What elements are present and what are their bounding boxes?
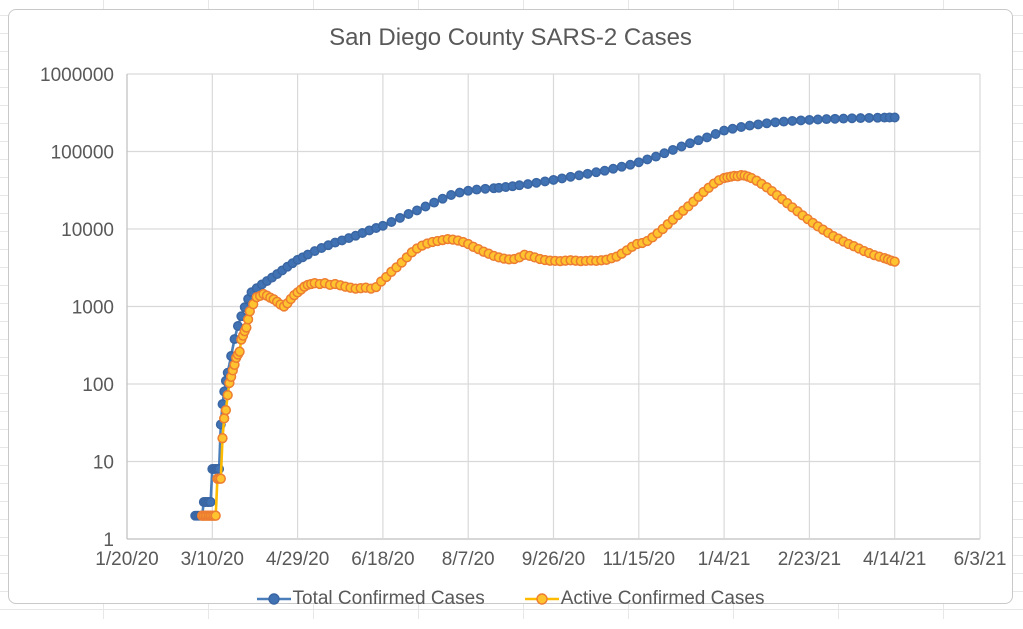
total-series-marker [514,180,525,191]
y-tick-label: 1 [103,530,114,551]
x-tick-label: 3/10/20 [181,549,244,570]
total-series-marker [753,119,764,130]
x-tick-label: 4/29/20 [266,549,329,570]
total-series-marker [702,132,712,143]
total-series-marker [761,118,772,129]
x-tick-label: 4/14/21 [863,549,926,570]
total-series-marker [642,154,653,165]
x-tick-label: 6/3/21 [954,549,1007,570]
legend: Total Confirmed Cases Active Confirmed C… [9,586,1012,612]
active-series-marker [217,433,228,444]
y-tick-label: 1000000 [40,65,114,86]
total-series-marker [625,159,636,170]
legend-item-active-confirmed: Active Confirmed Cases [524,588,765,610]
total-series-marker [454,187,465,198]
active-series-marker [210,510,221,521]
legend-label-active-confirmed: Active Confirmed Cases [560,588,765,609]
plot-area: 1 10 100 1000 10000 100000 1000000 1/20/20 3/10/… [40,65,1007,570]
total-series-marker [403,209,414,219]
legend-label-total-confirmed: Total Confirmed Cases [292,588,485,609]
active-series-marker [220,404,232,416]
total-series-marker [557,173,567,184]
active-series-line [202,173,896,517]
active-series-marker [889,256,900,267]
total-series-marker [437,193,448,204]
total-series-marker [633,157,644,168]
x-tick-label: 2/23/21 [778,549,841,570]
total-series-marker [855,113,866,124]
total-series-marker [685,138,695,149]
y-tick-label: 10000 [61,220,114,241]
total-series-marker [582,168,593,179]
total-series-marker [770,117,781,128]
y-tick-label: 100 [82,375,114,396]
x-tick-label: 1/20/20 [95,549,158,570]
total-series-marker [847,113,857,124]
total-series-marker [599,165,610,176]
total-series-legend-marker [256,593,291,605]
legend-item-total-confirmed: Total Confirmed Cases [256,588,485,610]
total-series-marker [830,113,840,124]
total-series-marker [787,115,798,126]
total-series-marker [804,114,815,125]
total-series-marker [395,212,405,223]
total-series-marker [693,135,704,146]
chart-card: San Diego County SARS-2 Cases 1 10 100 1000… [8,9,1013,609]
total-series-marker [386,217,397,227]
total-series-marker [420,201,431,212]
total-series-marker [736,122,747,132]
total-series-marker [471,184,482,195]
x-tick-label: 1/4/21 [698,549,751,570]
total-series-marker [795,115,806,126]
active-series-marker [215,473,226,484]
total-series-marker [377,220,388,231]
active-series-marker [234,346,245,357]
total-series-marker [659,148,670,159]
total-series-marker [522,179,533,190]
active-series-marker [219,413,230,424]
total-series-marker [710,129,721,139]
y-tick-label: 10 [93,453,114,474]
total-series-marker [864,112,875,123]
total-series-marker [676,141,687,152]
total-series-marker [531,177,542,188]
total-series-marker [821,114,832,125]
total-series-marker [727,123,738,134]
total-series-marker [574,170,585,181]
chart-title: San Diego County SARS-2 Cases [329,24,692,51]
x-tick-label: 9/26/20 [522,549,585,570]
active-series-marker [241,322,252,333]
total-series-marker [744,120,755,131]
x-tick-label: 8/7/20 [442,549,495,570]
total-series-marker [616,161,627,172]
x-tick-label: 11/15/20 [603,549,676,570]
y-tick-label: 1000 [72,298,114,319]
total-series-marker [838,113,849,124]
x-tick-label: 6/18/20 [351,549,414,570]
active-series-legend-marker [524,593,559,605]
total-series-marker [429,197,440,208]
total-series-marker [812,114,823,125]
total-series-marker [778,116,789,127]
total-series-marker [719,125,730,136]
total-series-marker [608,163,619,174]
total-series-marker [650,151,661,162]
total-series-marker [412,205,422,216]
total-series-marker [480,183,491,194]
total-series-marker [889,112,900,123]
total-series-marker [591,167,602,178]
total-series-marker [446,190,457,200]
active-series-marker [222,389,233,401]
total-series-marker [565,171,576,182]
total-series-marker [540,176,550,187]
total-series-marker [205,497,216,507]
total-series-marker [548,174,559,185]
total-series-marker [667,144,678,155]
active-series-marker [242,314,254,325]
y-tick-label: 100000 [51,143,114,164]
total-series-marker [463,185,474,196]
